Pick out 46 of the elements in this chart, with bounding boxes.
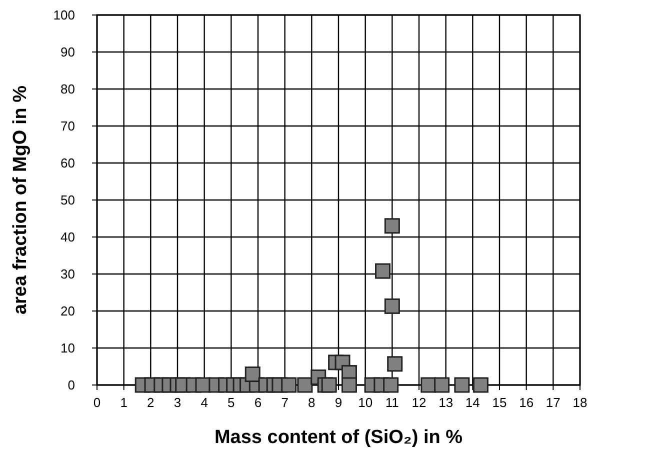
- y-axis-title: area fraction of MgO in %: [10, 85, 31, 315]
- x-tick-label: 13: [438, 395, 454, 410]
- point: [384, 298, 400, 314]
- x-tick-label: 1: [120, 395, 128, 410]
- x-tick-label: 5: [228, 395, 235, 410]
- point: [387, 356, 403, 372]
- x-tick-label: 2: [147, 395, 154, 410]
- point: [454, 377, 470, 393]
- point: [321, 377, 337, 393]
- y-tick-label: 80: [60, 82, 75, 96]
- point: [472, 377, 488, 393]
- x-tick-label: 3: [174, 395, 182, 410]
- point: [341, 377, 357, 393]
- point: [195, 377, 211, 393]
- x-tick-label: 16: [519, 395, 534, 410]
- point: [297, 377, 313, 393]
- y-tick-label: 100: [53, 8, 75, 22]
- x-tick-label: 18: [572, 395, 588, 410]
- point: [244, 366, 260, 382]
- point: [434, 377, 450, 393]
- y-tick-label: 40: [60, 230, 75, 244]
- y-tick-label: 70: [60, 118, 75, 134]
- x-tick-label: 0: [93, 395, 101, 410]
- x-tick-label: 14: [465, 395, 480, 410]
- point: [281, 377, 297, 393]
- x-tick-label: 8: [308, 395, 316, 410]
- y-tick-label: 10: [60, 340, 75, 356]
- x-tick-label: 17: [546, 395, 560, 410]
- x-axis-title: Mass content of (SiO₂) in %: [214, 427, 463, 448]
- x-tick-label: 4: [200, 395, 208, 410]
- x-tick-label: 15: [492, 395, 507, 410]
- y-tick-label: 90: [60, 44, 75, 60]
- y-tick-label: 20: [60, 304, 75, 318]
- y-tick-label: 60: [60, 156, 75, 170]
- x-tick-label: 9: [334, 395, 342, 410]
- y-tick-label: 50: [60, 192, 75, 208]
- y-tick-label: 0: [68, 378, 75, 392]
- x-tick-label: 10: [358, 395, 373, 410]
- point: [375, 263, 391, 279]
- point: [384, 218, 400, 234]
- x-tick-label: 7: [281, 395, 288, 410]
- x-tick-label: 12: [412, 395, 426, 410]
- x-tick-label: 11: [385, 395, 399, 410]
- y-tick-label: 30: [60, 266, 75, 282]
- x-tick-label: 6: [254, 395, 262, 410]
- point: [383, 377, 399, 393]
